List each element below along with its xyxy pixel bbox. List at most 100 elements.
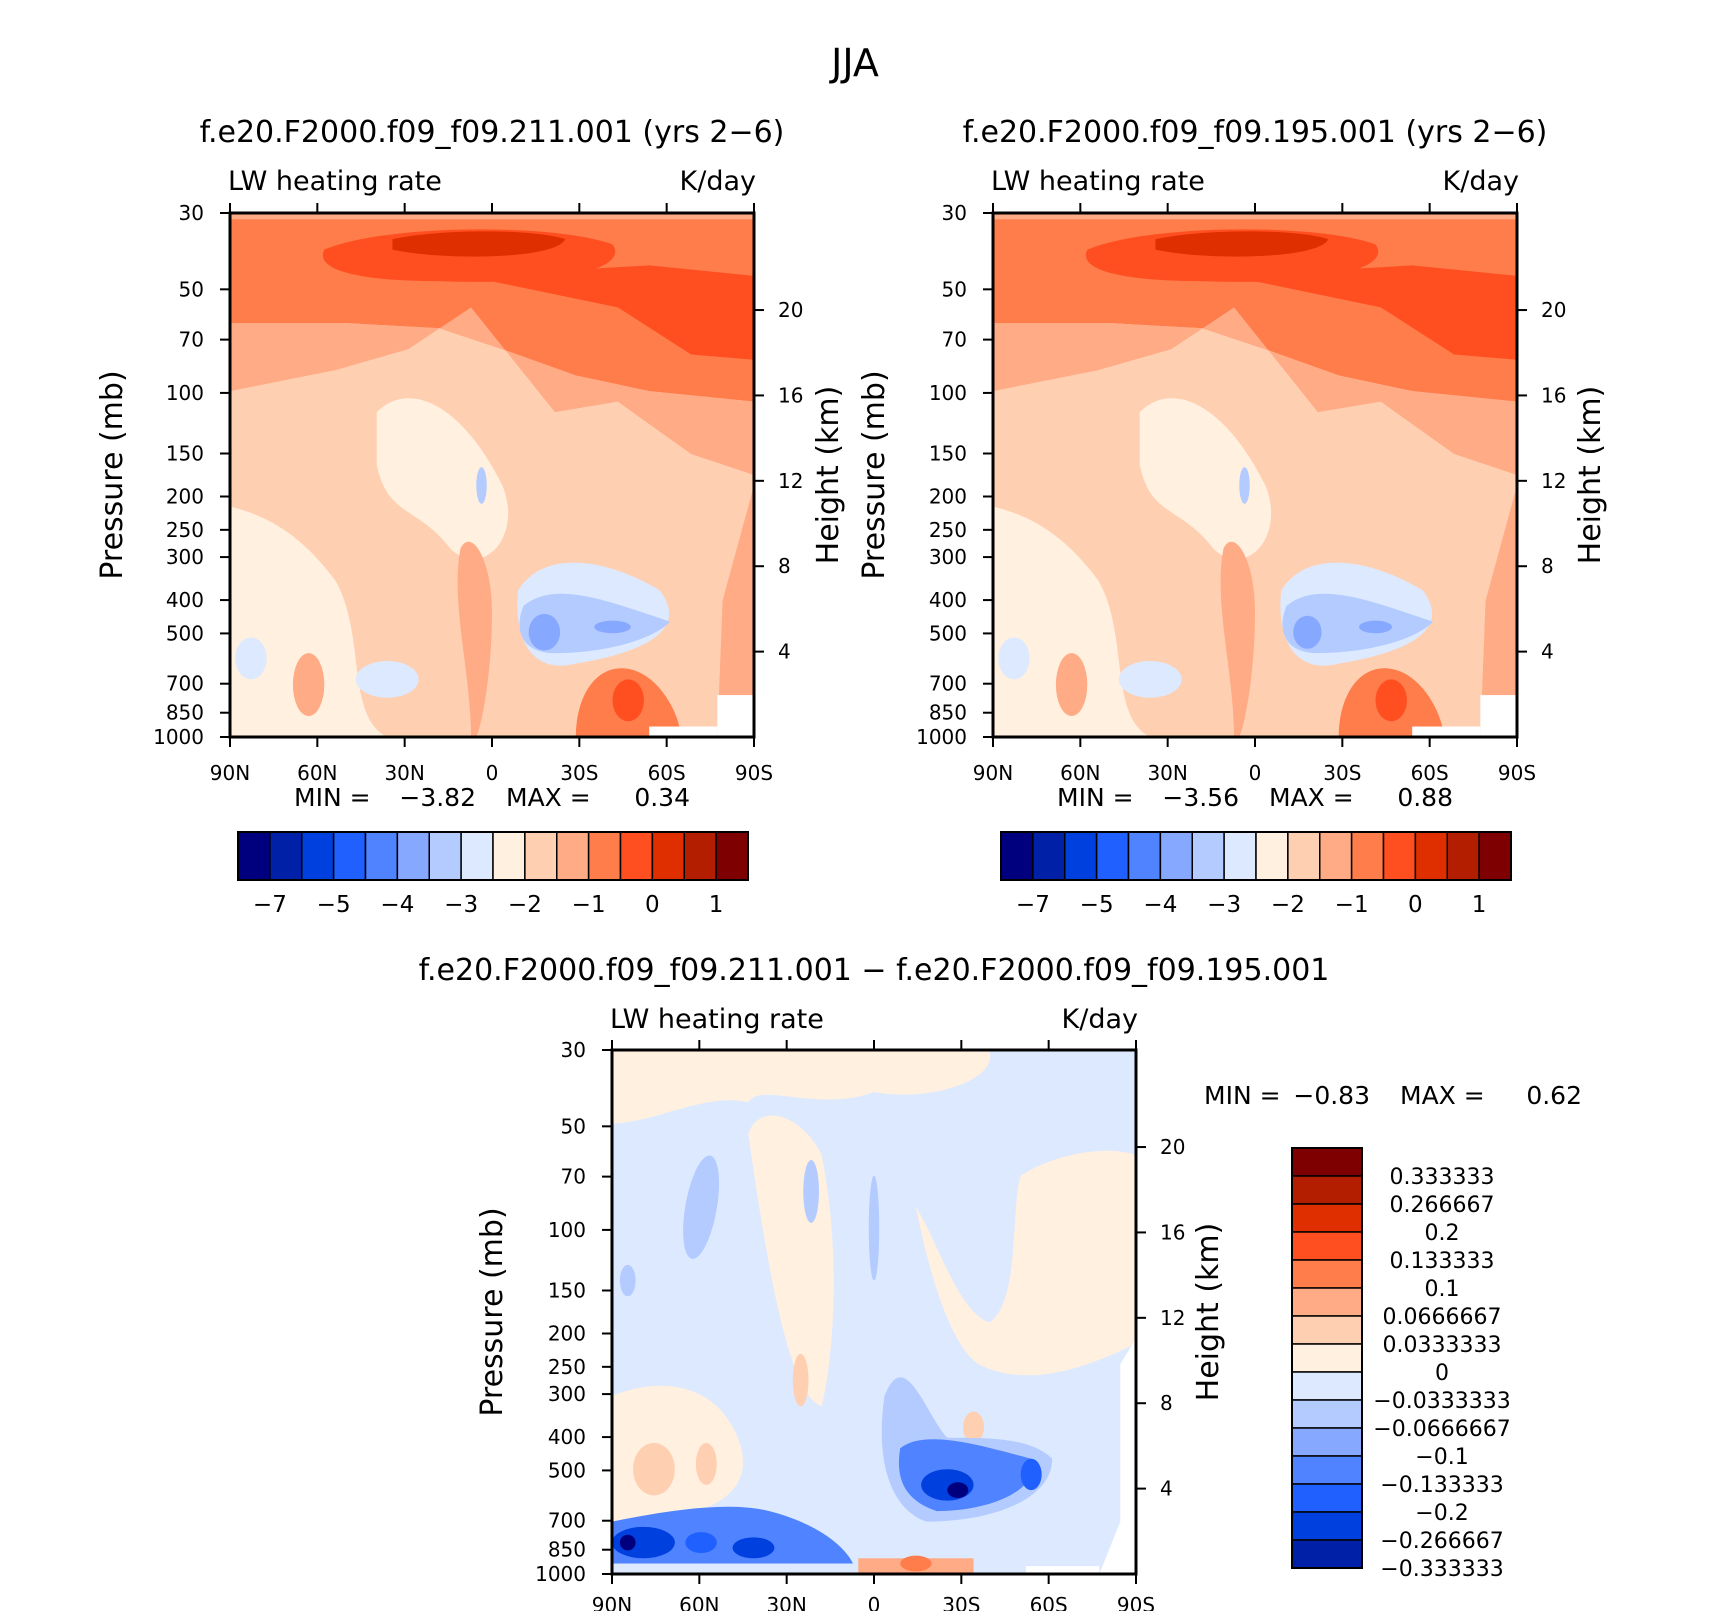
colorbar-swatch <box>1159 831 1193 881</box>
y-right-tick-label: 4 <box>778 640 791 664</box>
colorbar-swatch <box>1291 1203 1363 1233</box>
colorbar-frame <box>1000 831 1512 881</box>
colorbar-swatch <box>1291 1343 1363 1373</box>
contour-band <box>1293 615 1322 649</box>
contour-band <box>230 213 754 220</box>
y-right-tick-label: 8 <box>778 554 791 578</box>
colorbar-swatch <box>428 831 462 881</box>
min-value: −3.82 <box>399 783 476 812</box>
colorbar-label: −7 <box>1016 892 1050 918</box>
colorbar-label: 0.0666667 <box>1383 1305 1502 1330</box>
contour-band <box>476 467 487 504</box>
colorbar-swatch <box>1291 1315 1363 1345</box>
y-tick-label: 1000 <box>535 1562 586 1586</box>
y-right-axis-label: Height (km) <box>811 386 846 565</box>
min-label: MIN = <box>1204 1081 1281 1110</box>
x-tick-label: 60N <box>1060 761 1100 785</box>
y-right-tick-label: 16 <box>778 383 803 407</box>
x-tick-label: 30N <box>766 1593 806 1611</box>
y-right-axis-label: Height (km) <box>1573 386 1608 565</box>
colorbar-label: −0.2 <box>1415 1501 1468 1526</box>
contour-band <box>355 661 419 698</box>
colorbar-label: 0.333333 <box>1390 1165 1495 1190</box>
y-tick-label: 300 <box>166 545 204 569</box>
colorbar-swatch <box>1291 1455 1363 1485</box>
contour-band <box>612 1506 854 1564</box>
y-axis-label: Pressure (mb) <box>475 1207 510 1416</box>
contour-band <box>1055 653 1088 717</box>
y-tick-label: 400 <box>548 1425 586 1449</box>
max-value: 0.88 <box>1397 783 1453 812</box>
contour-band <box>1375 679 1407 722</box>
contour-band <box>683 1155 720 1259</box>
colorbar-swatch <box>396 831 430 881</box>
colorbar-label: 0.266667 <box>1390 1193 1495 1218</box>
x-tick-label: 90S <box>1498 761 1536 785</box>
colorbar-label: −0.266667 <box>1380 1529 1503 1554</box>
contour-band <box>1220 541 1255 737</box>
y-tick-label: 150 <box>929 442 967 466</box>
contour-band <box>963 1411 985 1443</box>
x-tick-label: 30S <box>560 761 598 785</box>
contour-band <box>1228 265 1517 360</box>
panel-title: f.e20.F2000.f09_f09.211.001 − f.e20.F200… <box>419 953 1330 988</box>
colorbar-swatch <box>1291 1147 1363 1177</box>
colorbar-label: 0 <box>645 892 660 918</box>
panel-diff: f.e20.F2000.f09_f09.211.001 − f.e20.F200… <box>419 953 1582 1615</box>
colorbar: 0.333333 0.266667 0.2 0.133333 0.1 0.0666667 0… <box>1291 1147 1511 1582</box>
x-tick-label: 90N <box>592 1593 632 1611</box>
y-tick-label: 150 <box>166 442 204 466</box>
colorbar-swatch <box>364 831 399 881</box>
min-label: MIN = <box>1057 783 1134 812</box>
colorbar-label: −3 <box>444 892 478 918</box>
colorbar-label: −2 <box>508 892 542 918</box>
contour-band <box>1480 485 1517 737</box>
colorbar-swatch <box>492 831 526 881</box>
x-tick-label: 60S <box>648 761 686 785</box>
colorbar-label: −4 <box>1143 892 1177 918</box>
contour-band <box>457 541 492 737</box>
colorbar-label: −4 <box>380 892 414 918</box>
colorbar-label: −5 <box>1080 892 1114 918</box>
y-tick-label: 400 <box>166 588 204 612</box>
colorbar-swatch <box>1032 831 1066 881</box>
contour-band <box>612 1050 991 1124</box>
y-tick-label: 400 <box>929 588 967 612</box>
contour-band <box>993 506 1151 737</box>
panel-195: f.e20.F2000.f09_f09.195.001 (yrs 2−6) LW … <box>857 115 1608 918</box>
x-tick-label: 60S <box>1411 761 1449 785</box>
contour-band <box>732 1537 775 1559</box>
missing-data-mask <box>1412 726 1481 737</box>
y-tick-label: 100 <box>929 381 967 405</box>
panel-211: f.e20.F2000.f09_f09.211.001 (yrs 2−6) LW … <box>95 115 846 918</box>
x-tick-label: 0 <box>868 1593 881 1611</box>
panel-variable-label: LW heating rate <box>228 166 442 197</box>
y-tick-label: 700 <box>929 672 967 696</box>
min-value: −3.56 <box>1162 783 1239 812</box>
max-value: 0.62 <box>1526 1081 1582 1110</box>
colorbar-frame <box>1291 1147 1363 1569</box>
min-label: MIN = <box>294 783 371 812</box>
colorbar-swatch <box>619 831 654 881</box>
contour-band <box>1139 398 1272 560</box>
contour-band <box>230 307 754 475</box>
y-tick-label: 50 <box>942 277 967 301</box>
contour-band <box>993 213 1517 220</box>
colorbar-swatch <box>1291 1483 1363 1513</box>
colorbar-frame <box>237 831 749 881</box>
y-tick-label: 30 <box>942 201 967 225</box>
colorbar-label: 0.1 <box>1425 1277 1460 1302</box>
y-right-tick-label: 20 <box>1541 298 1566 322</box>
colorbar-label: 0.2 <box>1425 1221 1460 1246</box>
y-right-tick-label: 20 <box>1160 1135 1185 1159</box>
y-tick-label: 850 <box>929 701 967 725</box>
colorbar-swatch <box>1291 1427 1363 1457</box>
y-tick-label: 200 <box>548 1321 586 1345</box>
colorbar-swatch <box>1350 831 1385 881</box>
y-tick-label: 200 <box>166 484 204 508</box>
contour-band <box>528 613 561 651</box>
contour-band <box>695 1443 717 1485</box>
colorbar-label: 0 <box>1435 1361 1449 1386</box>
y-tick-label: 30 <box>179 201 204 225</box>
y-tick-label: 700 <box>548 1509 586 1533</box>
